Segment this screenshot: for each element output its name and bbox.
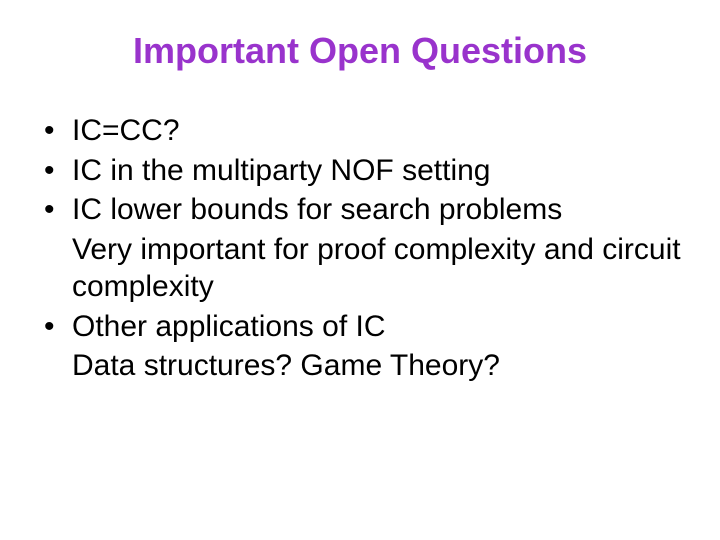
bullet-icon: • [40,152,72,190]
bullet-icon: • [40,112,72,150]
bullet-text: IC in the multiparty NOF setting [72,152,690,190]
bullet-text: IC lower bounds for search problems [72,191,690,229]
bullet-item: • Other applications of IC [40,308,690,346]
bullet-item: • IC lower bounds for search problems [40,191,690,229]
slide: Important Open Questions • IC=CC? • IC i… [0,0,720,540]
slide-title: Important Open Questions [30,30,690,72]
bullet-text: IC=CC? [72,112,690,150]
sub-text: Very important for proof complexity and … [40,231,690,306]
bullet-text: Other applications of IC [72,308,690,346]
bullet-icon: • [40,308,72,346]
bullet-item: • IC=CC? [40,112,690,150]
slide-body: • IC=CC? • IC in the multiparty NOF sett… [30,112,690,385]
bullet-item: • IC in the multiparty NOF setting [40,152,690,190]
bullet-icon: • [40,191,72,229]
sub-text: Data structures? Game Theory? [40,347,690,385]
